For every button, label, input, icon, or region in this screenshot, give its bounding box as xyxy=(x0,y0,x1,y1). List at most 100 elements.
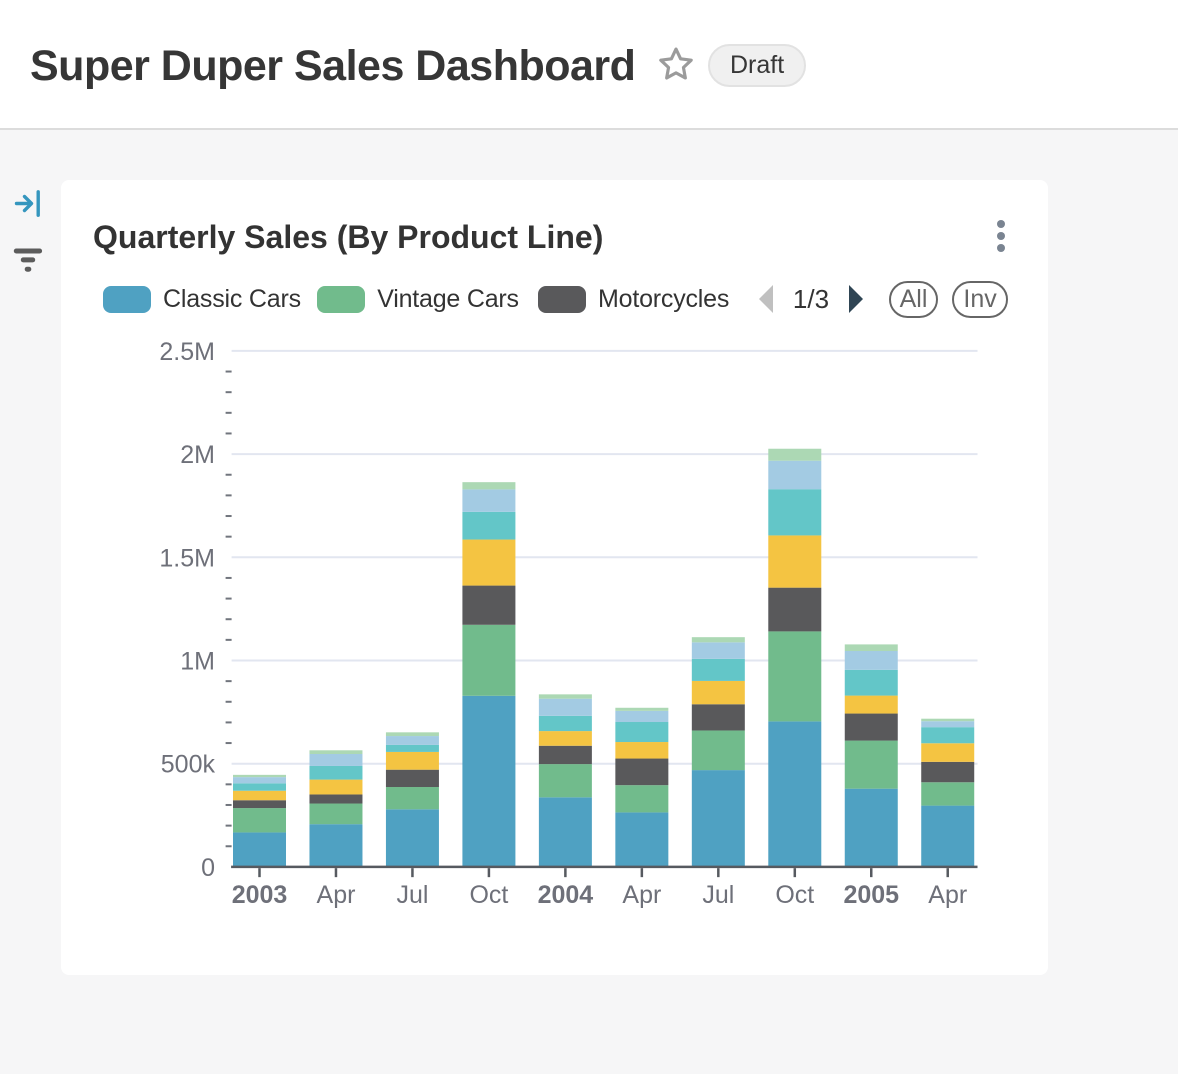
bar-segment[interactable] xyxy=(921,761,975,783)
expand-filter-bar-icon[interactable] xyxy=(14,190,42,218)
bar-segment[interactable] xyxy=(844,669,898,696)
bar-segment[interactable] xyxy=(691,642,745,659)
legend-pager: 1/3 xyxy=(758,279,864,319)
bar-segment[interactable] xyxy=(921,721,975,728)
chart-card: Quarterly Sales (By Product Line) Classi… xyxy=(61,180,1048,975)
legend-invert-button[interactable]: Inv xyxy=(952,280,1008,318)
y-axis-label: 500k xyxy=(161,751,216,779)
bar-segment[interactable] xyxy=(615,758,669,786)
legend-item[interactable]: Vintage Cars xyxy=(317,279,519,319)
bar-segment[interactable] xyxy=(462,511,516,540)
bar-segment[interactable] xyxy=(309,803,363,825)
bar-segment[interactable] xyxy=(233,783,286,791)
bar-segment[interactable] xyxy=(615,785,669,813)
x-axis-label: 2005 xyxy=(843,881,899,909)
bar-segment[interactable] xyxy=(462,539,516,586)
bar-segment[interactable] xyxy=(768,587,822,632)
bar-segment[interactable] xyxy=(615,742,669,759)
bar-segment[interactable] xyxy=(768,489,822,536)
kebab-menu-icon[interactable] xyxy=(987,212,1015,260)
bar-segment[interactable] xyxy=(615,710,669,723)
bar-segment[interactable] xyxy=(768,460,822,490)
bar-segment[interactable] xyxy=(691,658,745,681)
bar-segment[interactable] xyxy=(615,722,669,743)
bar-segment[interactable] xyxy=(844,651,898,670)
x-axis-label: Apr xyxy=(622,881,661,909)
x-axis-label: Apr xyxy=(928,881,967,909)
bar-segment[interactable] xyxy=(921,782,975,806)
bar-segment[interactable] xyxy=(309,779,363,795)
bar-segment[interactable] xyxy=(462,489,516,512)
bar-segment[interactable] xyxy=(844,788,898,867)
bar-segment[interactable] xyxy=(538,698,592,716)
bar-segment[interactable] xyxy=(691,730,745,771)
bar-segment[interactable] xyxy=(538,694,592,699)
bar-segment[interactable] xyxy=(462,695,516,867)
bar-segment[interactable] xyxy=(768,535,822,588)
bar-segment[interactable] xyxy=(615,812,669,867)
bar-segment[interactable] xyxy=(233,800,286,809)
legend-item[interactable]: Motorcycles xyxy=(538,279,729,319)
bar-segment[interactable] xyxy=(309,753,363,766)
bar-segment[interactable] xyxy=(691,637,745,643)
bar-segment[interactable] xyxy=(233,832,286,867)
bar-segment[interactable] xyxy=(691,680,745,705)
bar-segment[interactable] xyxy=(233,808,286,833)
filter-glyph xyxy=(13,248,43,272)
bar-segment[interactable] xyxy=(615,707,669,711)
legend-item[interactable]: Classic Cars xyxy=(103,279,301,319)
bar-segment[interactable] xyxy=(385,769,439,788)
bar-segment[interactable] xyxy=(538,745,592,765)
bar-segment[interactable] xyxy=(385,751,439,770)
legend-label: Motorcycles xyxy=(598,284,730,313)
bar-segment[interactable] xyxy=(462,482,516,490)
bar-segment[interactable] xyxy=(538,764,592,798)
bar-segment[interactable] xyxy=(768,448,822,461)
chevron-right-glyph xyxy=(849,285,864,313)
bar-segment[interactable] xyxy=(921,805,975,867)
bar-segment[interactable] xyxy=(309,794,363,804)
bar-segment[interactable] xyxy=(538,731,592,746)
star-glyph xyxy=(659,47,693,80)
bar-segment[interactable] xyxy=(462,585,516,625)
bar-segment[interactable] xyxy=(309,750,363,754)
bar-segment[interactable] xyxy=(921,743,975,762)
bar-segment[interactable] xyxy=(691,770,745,867)
chart-title: Quarterly Sales (By Product Line) xyxy=(93,219,604,255)
favorite-star-icon[interactable] xyxy=(657,45,695,83)
legend-prev-page-icon[interactable] xyxy=(758,284,774,314)
x-axis-label: Apr xyxy=(317,881,356,909)
bar-segment[interactable] xyxy=(233,774,286,778)
bar-segment[interactable] xyxy=(385,736,439,745)
bar-segment[interactable] xyxy=(462,624,516,696)
x-axis-label: Oct xyxy=(469,881,508,909)
bar-segment[interactable] xyxy=(768,631,822,722)
chart-legend: Classic Cars Vintage Cars Motorcycles 1/3 … xyxy=(61,279,1048,319)
bar-segment[interactable] xyxy=(844,713,898,741)
bar-segment[interactable] xyxy=(385,732,439,737)
bar-segment[interactable] xyxy=(538,797,592,867)
y-axis-label: 1.5M xyxy=(159,544,215,572)
bar-segment[interactable] xyxy=(921,718,975,722)
bar-segment[interactable] xyxy=(538,715,592,732)
chevron-left-glyph xyxy=(758,285,773,313)
legend-next-page-icon[interactable] xyxy=(848,284,864,314)
legend-swatch xyxy=(538,285,586,313)
bar-segment[interactable] xyxy=(309,824,363,867)
bar-segment[interactable] xyxy=(385,744,439,752)
bar-segment[interactable] xyxy=(844,740,898,789)
legend-select-all-button[interactable]: All xyxy=(888,280,939,318)
legend-label: Vintage Cars xyxy=(377,284,519,313)
bar-segment[interactable] xyxy=(385,787,439,810)
bar-segment[interactable] xyxy=(844,695,898,714)
bar-segment[interactable] xyxy=(309,765,363,780)
bar-segment[interactable] xyxy=(691,704,745,731)
y-axis-label: 1M xyxy=(180,648,215,676)
bar-segment[interactable] xyxy=(233,790,286,801)
bar-segment[interactable] xyxy=(385,809,439,867)
bar-segment[interactable] xyxy=(233,777,286,784)
bar-segment[interactable] xyxy=(844,644,898,652)
filter-icon[interactable] xyxy=(12,245,44,275)
bar-segment[interactable] xyxy=(768,721,822,867)
bar-segment[interactable] xyxy=(921,727,975,744)
